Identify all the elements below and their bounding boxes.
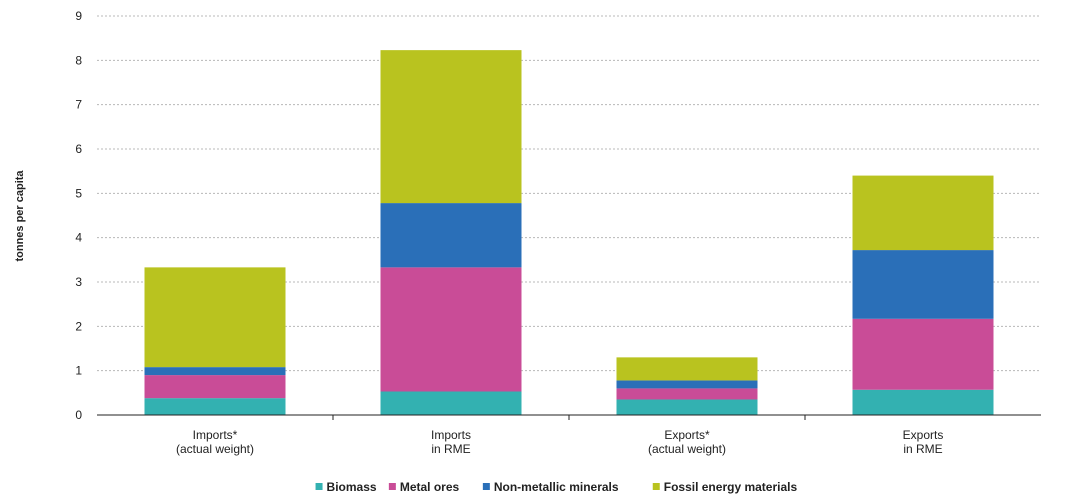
y-tick-label: 1 xyxy=(75,364,82,378)
y-tick-label: 2 xyxy=(75,319,82,333)
bar-segment xyxy=(380,267,522,392)
y-tick-label: 9 xyxy=(75,9,82,23)
bar-segment xyxy=(852,389,994,415)
bar-segment xyxy=(616,399,758,415)
bar-segment xyxy=(616,380,758,389)
x-tick-label: Exports* (actual weight) xyxy=(648,428,726,456)
bar-segment xyxy=(380,50,522,204)
legend: Biomass Metal ores Non-metallic minerals Fo… xyxy=(315,480,798,494)
y-tick-label: 8 xyxy=(75,53,82,67)
legend-label: Fossil energy materials xyxy=(664,480,798,494)
y-axis-label: tonnes per capita xyxy=(14,170,26,262)
legend-swatch xyxy=(482,483,490,490)
legend-label: Non-metallic minerals xyxy=(494,480,619,494)
x-tick-label: Imports in RME xyxy=(431,428,471,456)
y-tick-label: 4 xyxy=(75,231,82,245)
bar-segment xyxy=(144,398,286,415)
y-tick-label: 5 xyxy=(75,186,82,200)
bar-segment xyxy=(852,175,994,251)
bar-segment xyxy=(852,250,994,319)
x-tick-label: Exports in RME xyxy=(903,428,944,456)
bar-segment xyxy=(852,318,994,390)
bar-segment xyxy=(616,357,758,381)
bar-segment xyxy=(380,203,522,268)
y-tick-label: 6 xyxy=(75,142,82,156)
bar-segment xyxy=(380,391,522,415)
bar-segment xyxy=(144,375,286,399)
legend-swatch xyxy=(315,483,323,490)
legend-swatch xyxy=(652,483,660,490)
axes: 0 1 2 3 4 5 6 7 8 9 Imports* (actual weight) Imports… xyxy=(75,9,1041,456)
y-tick-label: 0 xyxy=(75,408,82,422)
y-tick-label: 7 xyxy=(75,98,82,112)
legend-label: Metal ores xyxy=(400,480,460,494)
legend-swatch xyxy=(388,483,396,490)
bar-segment xyxy=(144,367,286,376)
legend-label: Biomass xyxy=(327,480,377,494)
bar-segment xyxy=(616,388,758,400)
bars xyxy=(144,50,994,415)
y-tick-label: 3 xyxy=(75,275,82,289)
bar-segment xyxy=(144,267,286,368)
x-tick-label: Imports* (actual weight) xyxy=(176,428,254,456)
